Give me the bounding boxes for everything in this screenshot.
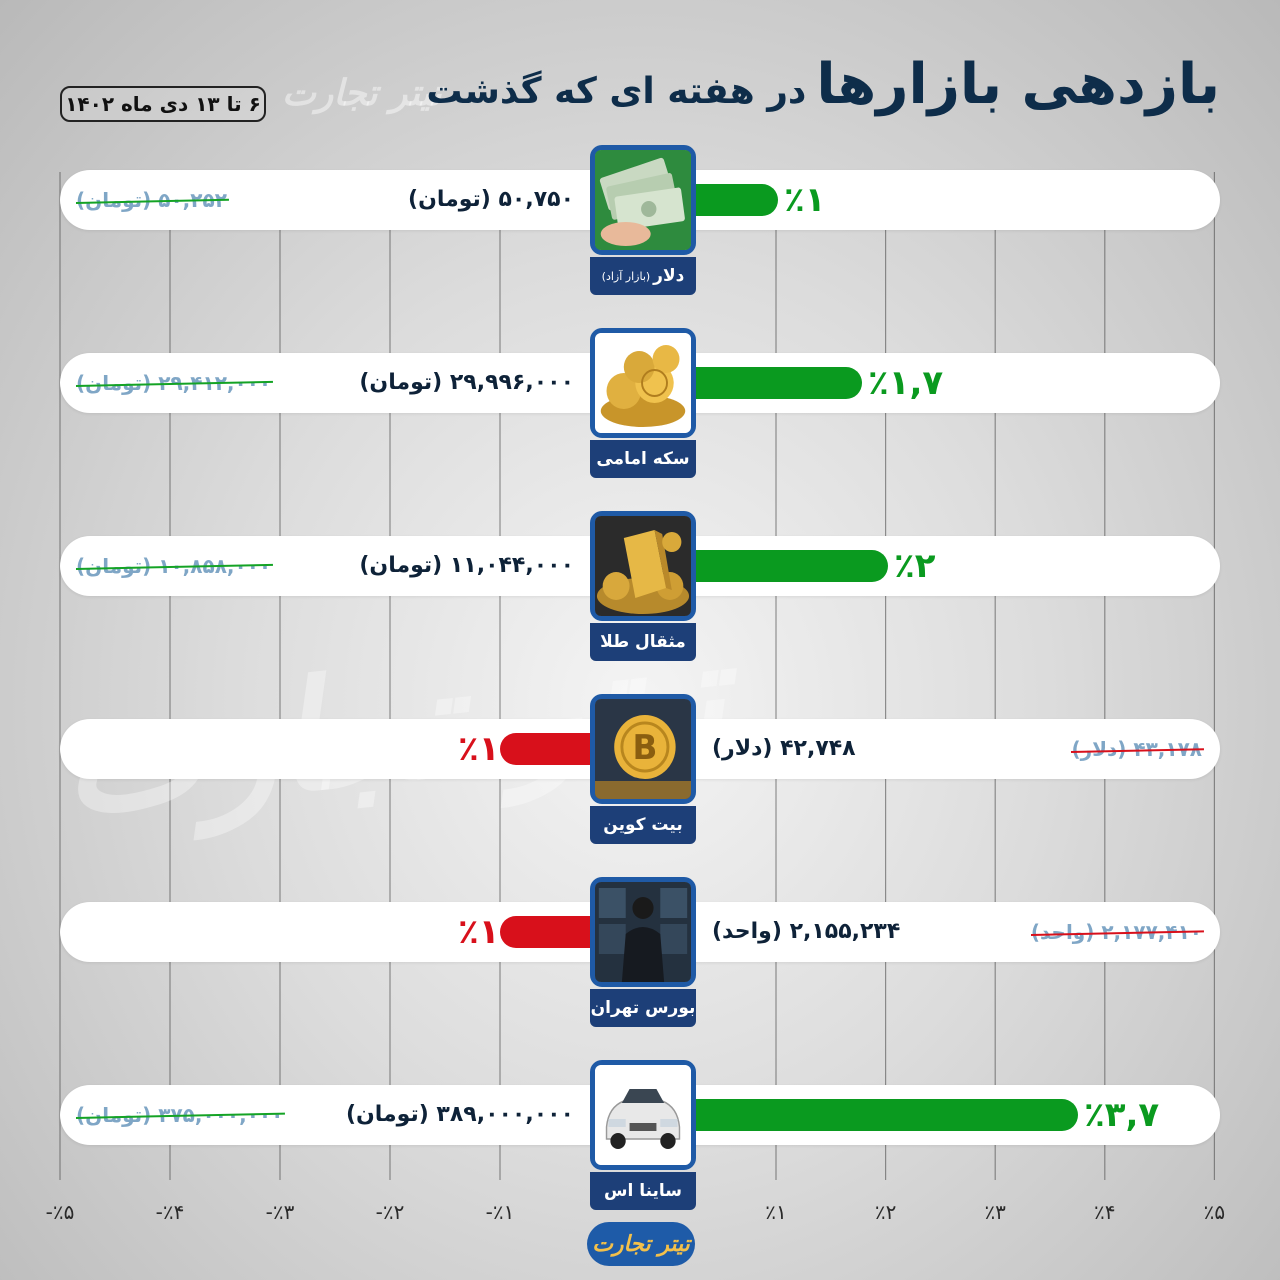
gold-coins-icon (595, 333, 691, 433)
svg-text:B: B (632, 727, 657, 767)
watermark-small: تیتر تجارت (282, 72, 442, 114)
market-thumbnail (590, 1060, 696, 1170)
market-thumbnail (590, 328, 696, 438)
bar-positive (696, 367, 862, 399)
previous-price: ۴۳,۱۷۸ (دلار) (1071, 737, 1202, 761)
current-price: ۲۹,۹۹۶,۰۰۰ (تومان) (359, 370, 574, 395)
date-badge: ۶ تا ۱۳ دی ماه ۱۴۰۲ (60, 86, 266, 122)
dollar-cash-icon (595, 150, 691, 250)
x-tick-label: -٪۴ (155, 1200, 185, 1224)
page-title: بازدهی بازارهادر هفته ای که گذشت (420, 52, 1220, 117)
current-price: ۳۸۹,۰۰۰,۰۰۰ (تومان) (345, 1102, 574, 1127)
x-tick-label: ٪۴ (1094, 1200, 1116, 1224)
current-price: ۲,۱۵۵,۲۳۴ (واحد) (712, 919, 901, 944)
x-tick-label: ٪۵ (1203, 1200, 1226, 1224)
market-name: دلار (653, 266, 685, 286)
market-name-note: (بازار آزاد) (601, 269, 651, 283)
title-main: بازدهی بازارها (816, 52, 1220, 117)
market-name-label: بیت کوین (590, 806, 696, 844)
x-tick-label: -٪۱ (485, 1200, 515, 1224)
car-icon (595, 1065, 691, 1165)
percent-label: ٪۳,۷ (1084, 1095, 1160, 1135)
market-name: بورس تهران (590, 998, 696, 1018)
gold-bar-icon (595, 516, 691, 616)
x-tick-label: -٪۳ (265, 1200, 295, 1224)
bar-positive (696, 1099, 1078, 1131)
percent-label: ٪۱ (784, 180, 826, 220)
market-thumbnail (590, 511, 696, 621)
x-tick-label: -٪۵ (45, 1200, 75, 1224)
market-name: سکه امامی (596, 449, 690, 469)
bar-negative (500, 916, 590, 948)
market-name-label: مثقال طلا (590, 623, 696, 661)
market-thumbnail: B (590, 694, 696, 804)
stock-trader-icon (595, 882, 691, 982)
bar-positive (696, 550, 888, 582)
market-thumbnail (590, 145, 696, 255)
current-price: ۴۲,۷۴۸ (دلار) (712, 736, 856, 761)
bitcoin-icon: B (595, 699, 691, 799)
market-name-label: دلار (بازار آزاد) (590, 257, 696, 295)
footer-logo: تیتر تجارت (587, 1222, 695, 1266)
percent-label: ٪۱ (458, 729, 500, 769)
percent-label: ٪۱ (458, 912, 500, 952)
bar-positive (696, 184, 778, 216)
x-tick-label: ٪۱ (765, 1200, 787, 1224)
title-sub: در هفته ای که گذشت (426, 71, 807, 112)
market-name-label: سکه امامی (590, 440, 696, 478)
x-tick-label: -٪۲ (375, 1200, 405, 1224)
market-name-label: بورس تهران (590, 989, 696, 1027)
market-name: مثقال طلا (600, 632, 686, 652)
bar-negative (500, 733, 590, 765)
current-price: ۵۰,۷۵۰ (تومان) (408, 187, 574, 212)
market-name-label: ساینا اس (590, 1172, 696, 1210)
x-tick-label: ٪۳ (984, 1200, 1006, 1224)
x-tick-label: ٪۲ (874, 1200, 897, 1224)
percent-label: ٪۱,۷ (868, 363, 944, 403)
market-thumbnail (590, 877, 696, 987)
percent-label: ٪۲ (894, 546, 936, 586)
market-name: بیت کوین (603, 815, 683, 835)
market-name: ساینا اس (604, 1181, 683, 1201)
current-price: ۱۱,۰۴۴,۰۰۰ (تومان) (359, 553, 574, 578)
